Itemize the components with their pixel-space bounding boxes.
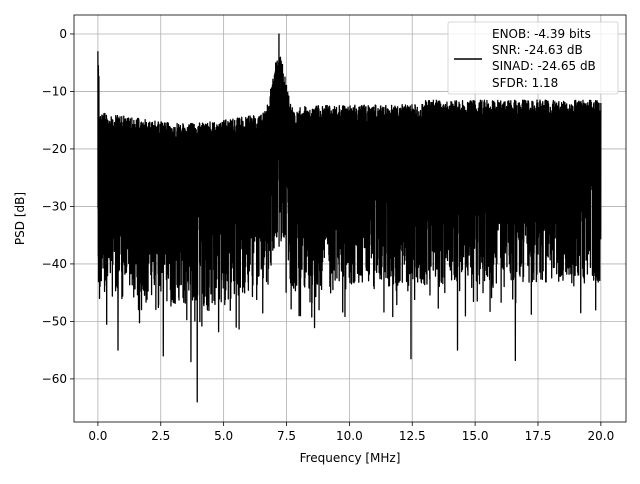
y-axis-ticks: 0 −10 −20 −30 −40 −50 −60: [42, 27, 74, 386]
x-axis-ticks: 0.0 2.5 5.0 7.5 10.0 12.5 15.0 17.5 20.0: [88, 422, 614, 443]
y-tick-label: −10: [42, 84, 67, 98]
x-tick-label: 0.0: [88, 429, 107, 443]
plot-frame: [73, 14, 627, 423]
x-tick-label: 5.0: [214, 429, 233, 443]
x-tick-label: 2.5: [151, 429, 170, 443]
legend-box: [447, 21, 619, 95]
x-tick-label: 15.0: [462, 429, 489, 443]
x-tick-label: 7.5: [277, 429, 296, 443]
y-tick-label: 0: [59, 27, 67, 41]
y-axis-label: PSD [dB]: [13, 192, 27, 245]
x-axis-label: Frequency [MHz]: [300, 451, 401, 465]
y-tick-label: −50: [42, 314, 67, 328]
x-tick-label: 20.0: [587, 429, 614, 443]
psd-series-line: [97, 33, 602, 403]
x-tick-label: 10.0: [336, 429, 363, 443]
legend-sfdr: SFDR: 1.18: [492, 76, 558, 90]
legend: ENOB: -4.39 bits SNR: -24.63 dB SINAD: -…: [447, 21, 619, 95]
y-tick-label: −40: [42, 257, 67, 271]
legend-enob: ENOB: -4.39 bits: [492, 27, 591, 41]
x-tick-label: 17.5: [525, 429, 552, 443]
psd-trace: [97, 33, 602, 403]
x-tick-label: 12.5: [399, 429, 426, 443]
y-tick-label: −20: [42, 142, 67, 156]
y-tick-label: −60: [42, 372, 67, 386]
legend-sinad: SINAD: -24.65 dB: [492, 59, 596, 73]
legend-snr: SNR: -24.63 dB: [492, 43, 583, 57]
y-tick-label: −30: [42, 199, 67, 213]
